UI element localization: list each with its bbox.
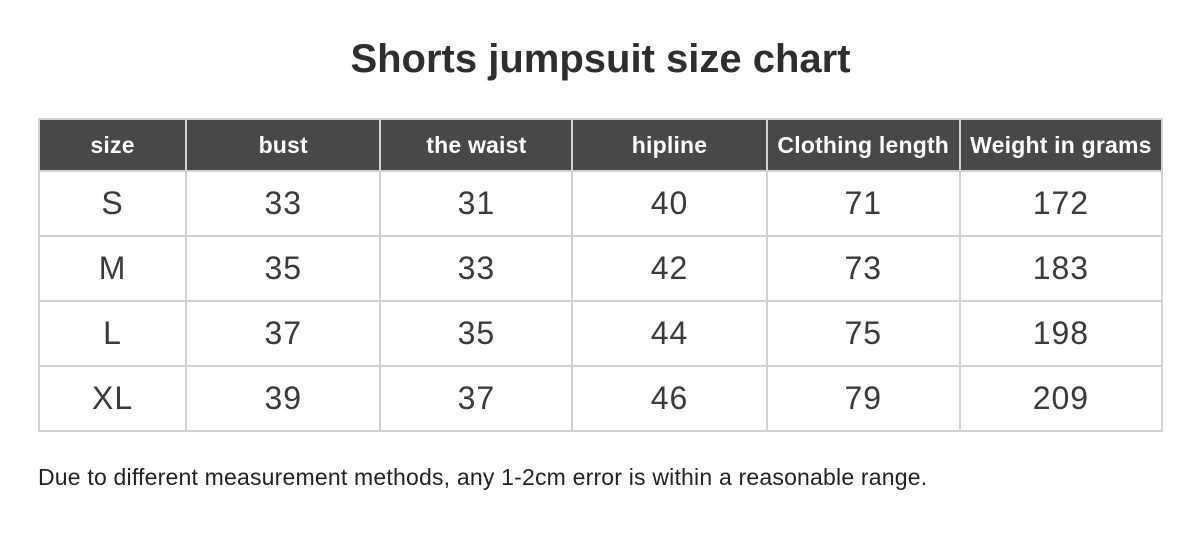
value-cell: 198	[958, 300, 1164, 367]
header-row: size bust the waist hipline Clothing length W…	[37, 118, 1164, 172]
value-cell: 172	[958, 170, 1164, 237]
table-row-m: M 35 33 42 73 183	[37, 235, 1164, 302]
measurement-note: Due to different measurement methods, an…	[38, 464, 928, 490]
value-cell: 39	[185, 365, 382, 432]
value-cell: 44	[571, 300, 768, 367]
value-cell: 209	[958, 365, 1164, 432]
page-title: Shorts jumpsuit size chart	[350, 37, 851, 81]
header-cell-clothing-length: Clothing length	[765, 118, 961, 172]
size-cell: S	[37, 170, 188, 237]
table-row-xl: XL 39 37 46 79 209	[37, 365, 1164, 432]
value-cell: 46	[571, 365, 768, 432]
table-row-l: L 37 35 44 75 198	[37, 300, 1164, 367]
value-cell: 33	[185, 170, 382, 237]
size-cell: L	[37, 300, 188, 367]
value-cell: 42	[571, 235, 768, 302]
size-cell: XL	[37, 365, 188, 432]
header-cell-weight-in-grams: Weight in grams	[958, 118, 1164, 172]
value-cell: 75	[765, 300, 961, 367]
value-cell: 71	[765, 170, 961, 237]
value-cell: 40	[571, 170, 768, 237]
value-cell: 33	[379, 235, 574, 302]
value-cell: 79	[765, 365, 961, 432]
value-cell: 183	[958, 235, 1164, 302]
value-cell: 73	[765, 235, 961, 302]
size-cell: M	[37, 235, 188, 302]
header-cell-size: size	[37, 118, 188, 172]
header-cell-bust: bust	[185, 118, 382, 172]
value-cell: 37	[379, 365, 574, 432]
header-cell-the-waist: the waist	[379, 118, 574, 172]
table-row-s: S 33 31 40 71 172	[37, 170, 1164, 237]
value-cell: 35	[379, 300, 574, 367]
size-chart-table: size bust the waist hipline Clothing length W…	[37, 118, 1164, 432]
value-cell: 37	[185, 300, 382, 367]
value-cell: 35	[185, 235, 382, 302]
table-body: S 33 31 40 71 172 M 35 33 42 73 183 L 37 35 44 75 198 XL 39…	[37, 170, 1164, 432]
header-cell-hipline: hipline	[571, 118, 768, 172]
size-chart-table-container: size bust the waist hipline Clothing length W…	[37, 118, 1164, 432]
value-cell: 31	[379, 170, 574, 237]
